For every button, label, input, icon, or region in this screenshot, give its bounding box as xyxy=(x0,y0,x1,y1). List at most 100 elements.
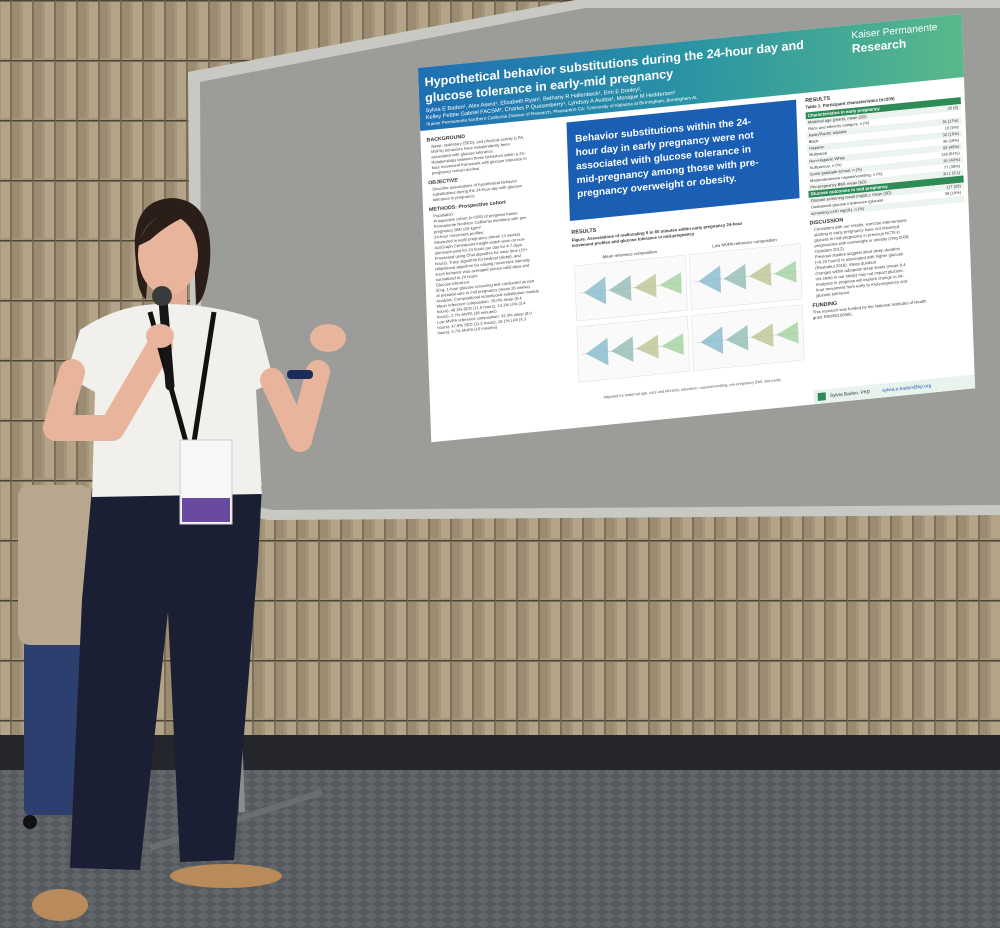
microphone-head xyxy=(152,286,172,306)
table-row-label: Asian/Pacific Islander xyxy=(808,129,847,138)
body-text: pregnancy remain unclear. xyxy=(432,166,481,176)
carpet xyxy=(0,770,1000,928)
table-row-label: Black xyxy=(809,138,819,144)
section-heading: FUNDING xyxy=(812,301,837,309)
table-row-label: Maternal age (years), mean (SD) xyxy=(808,114,868,125)
estimate-fan xyxy=(698,265,722,293)
key-message-box xyxy=(566,99,800,221)
panel-title: Low MVPA reference composition xyxy=(712,237,777,248)
panel-title: Mean reference composition xyxy=(602,249,657,259)
estimate-fan xyxy=(661,333,684,355)
table-row xyxy=(809,195,965,218)
section-heading: RESULTS xyxy=(571,228,597,236)
table-row-value: 36 (18%) xyxy=(943,137,960,144)
estimate-fan xyxy=(725,324,749,351)
table-row-label: Non-Hispanic White xyxy=(809,155,845,164)
body-text: pregnancy BMI ≥25 kg/m² xyxy=(434,225,482,235)
estimate-fan xyxy=(776,321,799,344)
estimate-fan xyxy=(750,323,774,348)
table-row-value: 39 (19%) xyxy=(945,190,962,197)
table-row xyxy=(807,136,963,159)
body-text: normalized to 24 hours xyxy=(436,273,478,282)
table-row xyxy=(807,156,964,178)
poster: Kaiser Permanente Research Hypothetical … xyxy=(418,13,976,443)
table-row-value: 92 (45%) xyxy=(943,144,960,151)
wheel xyxy=(23,815,37,829)
estimate-fan xyxy=(636,334,659,359)
hair-fringe xyxy=(138,213,190,246)
section-heading: OBJECTIVE xyxy=(428,177,458,186)
section-heading: RESULTS xyxy=(805,96,831,104)
shoe xyxy=(170,864,282,888)
body-text: associated with glucose tolerance. xyxy=(431,148,494,159)
table-row-value: 81 (40%) xyxy=(943,157,960,164)
hand xyxy=(146,324,174,348)
table-row-label: screening ≥140 mg/dL), n (%) xyxy=(811,206,865,216)
body-text: (Reutrakul 2018). Sleep duration xyxy=(815,259,877,270)
section-heading: BACKGROUND xyxy=(427,134,466,144)
contact-email: sylvia.e.badon@kp.org xyxy=(882,383,932,394)
table-row xyxy=(807,149,963,172)
table-row-value: 126 (61%) xyxy=(941,150,960,157)
arm xyxy=(260,360,330,452)
estimate-fan xyxy=(723,263,747,290)
table-row xyxy=(806,117,962,139)
baseboard xyxy=(0,735,1000,775)
estimate-fan xyxy=(583,276,607,305)
estimate-fan xyxy=(610,336,634,362)
table-row-label: Pre-pregnancy BMI, mean (SD) xyxy=(810,179,867,190)
table-row-label: Multiracial xyxy=(809,150,827,157)
hand xyxy=(310,324,346,352)
table-row xyxy=(808,188,965,211)
watch xyxy=(287,370,313,379)
table-section-row xyxy=(808,175,964,198)
backpack xyxy=(18,485,92,645)
table-row xyxy=(806,130,963,152)
table-row xyxy=(808,182,964,205)
estimate-fan xyxy=(659,272,682,294)
body-text: Glucose tolerance: xyxy=(436,279,470,287)
table-row-value: 117 (29) xyxy=(946,183,962,189)
estimate-fan xyxy=(608,275,632,301)
table-row-value: 32 (16%) xyxy=(943,131,960,138)
table-row-value: 33 (4) xyxy=(947,105,958,111)
body-text: hours), 0.7% MVPA (10 minutes) xyxy=(437,324,497,335)
table-row xyxy=(807,162,964,185)
estimate-fan xyxy=(773,260,797,283)
body-text: glucose tolerance. xyxy=(816,290,850,298)
body-text: grant R00HD100585. xyxy=(813,311,853,320)
table-row-label: Nulliparous, n (%) xyxy=(810,162,843,170)
estimate-fan xyxy=(700,326,724,355)
email-icon xyxy=(817,392,826,401)
poster-header xyxy=(418,13,965,132)
body-text: 24-hour movement profiles: xyxy=(434,230,484,240)
suitcase xyxy=(24,640,82,815)
estimate-fan xyxy=(748,262,772,286)
table-section-row xyxy=(805,97,961,120)
contact-name: Sylvia Badon, PhD xyxy=(830,389,871,399)
body-text: hours), 2.7% MVPA (38 minutes) xyxy=(437,309,497,320)
table-row-value: 77 (38%) xyxy=(944,163,961,170)
table-row xyxy=(806,110,962,133)
table-row-value: 10 (5%) xyxy=(945,124,960,130)
estimate-fan xyxy=(585,337,609,366)
lanyard xyxy=(191,311,217,443)
table-row-label: Some graduate school, n (%) xyxy=(810,166,863,176)
table-row xyxy=(806,123,962,146)
arm xyxy=(43,333,173,441)
table-row xyxy=(808,169,964,191)
body-text: tolerance in pregnancy. xyxy=(433,193,476,202)
table-row-value: 30.1 (5.1) xyxy=(943,170,961,177)
body-text: Oostdam 2012). xyxy=(815,246,845,254)
presenter xyxy=(32,198,346,921)
table-row xyxy=(805,104,962,126)
body-text: Population: xyxy=(433,211,454,218)
table-row xyxy=(807,143,963,165)
table-row-value: 35 (17%) xyxy=(942,118,959,125)
pants xyxy=(70,486,262,870)
shoe xyxy=(32,889,88,921)
estimate-fan xyxy=(633,273,657,298)
